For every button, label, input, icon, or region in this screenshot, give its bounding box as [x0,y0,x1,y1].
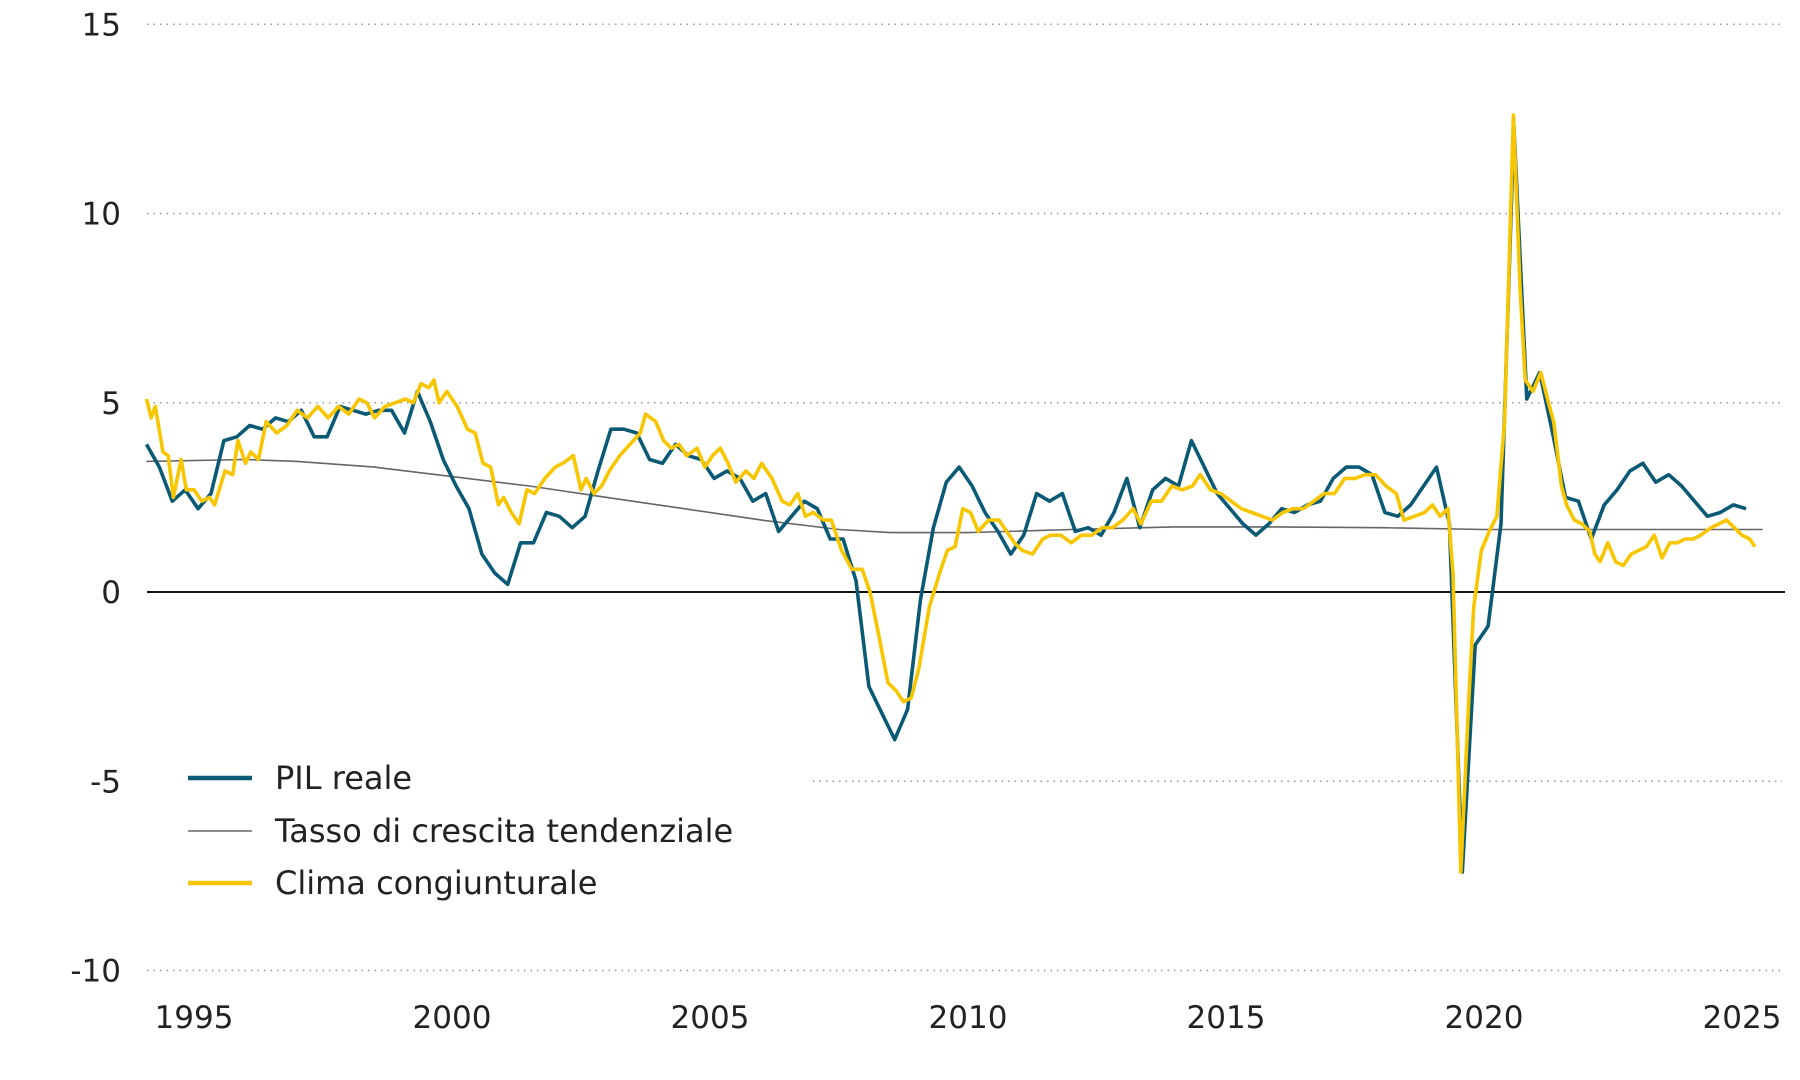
x-tick-label: 2025 [1703,1000,1782,1036]
y-tick-label: 0 [101,575,121,611]
series-line-pil-reale [144,124,1747,874]
x-tick-label: 2015 [1187,1000,1266,1036]
x-tick-label: 2010 [929,1000,1008,1036]
legend-label: PIL reale [275,759,412,797]
y-tick-label: -10 [70,954,121,990]
y-tick-label: 5 [101,386,121,422]
legend-label: Tasso di crescita tendenziale [274,812,733,850]
series-line-clima-congiunturale [144,113,1757,874]
y-tick-label: 15 [82,7,121,43]
x-tick-label: 2020 [1445,1000,1524,1036]
legend-label: Clima congiunturale [275,864,597,902]
y-tick-label: -5 [90,764,121,800]
legend: PIL reale Tasso di crescita tendenziale Cl… [188,759,733,902]
y-tick-label: 10 [82,197,121,233]
x-tick-label: 2005 [671,1000,750,1036]
gridlines [147,23,1785,972]
y-axis-ticks: 15 10 5 0 -5 -10 [70,7,121,989]
x-axis-ticks: 1995 2000 2005 2010 2015 2020 2025 [155,1000,1782,1036]
x-tick-label: 2000 [413,1000,492,1036]
series-lines [144,113,1763,874]
series-line-tasso-di-crescita-tendenziale [146,458,1763,534]
x-tick-label: 1995 [155,1000,234,1036]
